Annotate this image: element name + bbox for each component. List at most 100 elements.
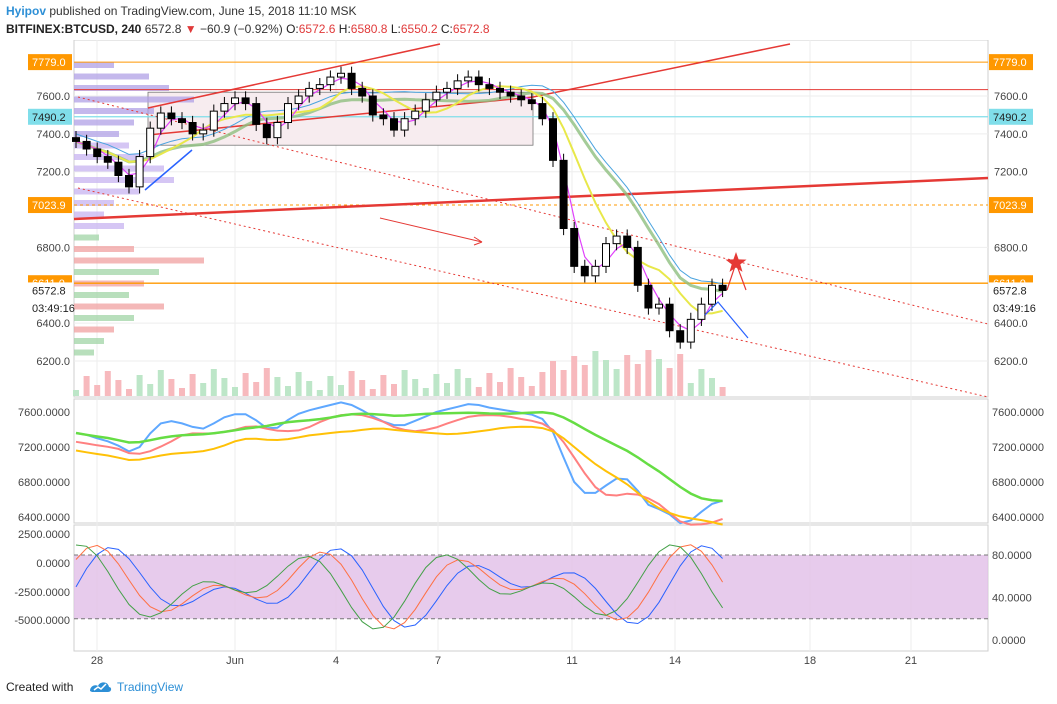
volume-profile-bar <box>74 326 114 333</box>
candle <box>559 159 568 229</box>
volume-bar <box>698 369 705 396</box>
price-tick-right: 7400.0 <box>994 129 1028 141</box>
ohlc-line: BITFINEX:BTCUSD, 240 6572.8 ▼ −60.9 (−0.… <box>6 22 490 36</box>
candle <box>72 137 80 142</box>
volume-bar <box>486 373 493 396</box>
candle <box>453 80 462 89</box>
close-value: 6572.8 <box>452 22 490 36</box>
candle <box>294 95 303 105</box>
price-tag-right-text: 7023.9 <box>993 200 1027 212</box>
volume-profile-bar <box>74 338 104 344</box>
candle <box>103 156 112 163</box>
volume-bar <box>422 388 429 396</box>
volume-bar <box>316 390 323 396</box>
candle <box>231 97 239 105</box>
volume-bar <box>709 378 715 396</box>
volume-profile-bar <box>74 85 169 91</box>
price-tick-left: 7400.0 <box>36 129 70 141</box>
volume-bar <box>444 383 450 396</box>
candle <box>464 76 473 82</box>
candle <box>400 118 409 131</box>
chart-canvas[interactable]: 6200.0 6200.0 6400.0 6400.0 6800.0 6800.0 7200… <box>0 40 1057 672</box>
date-tick: 21 <box>905 655 917 667</box>
date-tick: 11 <box>566 655 577 667</box>
price-tag-left-text: 7490.2 <box>32 112 66 124</box>
volume-bar <box>274 377 281 396</box>
change-value: −60.9 (−0.92%) <box>199 22 283 36</box>
price-tick-right: 7200.0 <box>994 167 1028 179</box>
target-star-icon <box>725 252 747 272</box>
volume-bar <box>687 383 694 396</box>
osc-tick-left: 2500.0000 <box>18 529 70 541</box>
volume-bar <box>645 350 652 396</box>
tradingview-logo-icon[interactable] <box>88 678 112 694</box>
price-tag-left-text: 7779.0 <box>32 57 66 69</box>
candle <box>527 99 536 105</box>
candle <box>368 95 377 116</box>
candle <box>474 76 483 86</box>
volume-bar <box>613 369 620 396</box>
candle <box>686 318 695 343</box>
candle <box>602 243 610 267</box>
candle <box>315 84 324 89</box>
ma-tick-right: 6800.0000 <box>992 477 1044 489</box>
candle <box>390 118 398 131</box>
candle <box>421 99 430 112</box>
volume-bar <box>73 390 79 396</box>
candle <box>167 112 176 120</box>
price-tick-right: 6800.0 <box>994 242 1028 254</box>
volume-profile-bar <box>74 96 194 103</box>
candle <box>655 303 663 309</box>
volume-profile-bar <box>74 303 164 310</box>
author-link[interactable]: Hyipov <box>6 4 47 18</box>
candle <box>156 112 165 129</box>
candle <box>644 284 653 309</box>
volume-bar <box>126 389 132 396</box>
volume-bar <box>168 379 175 396</box>
candle <box>337 72 345 78</box>
price-tag-right <box>989 197 1033 214</box>
volume-bar <box>136 375 143 396</box>
volume-bar <box>624 355 631 396</box>
volume-bar <box>285 386 291 396</box>
price-tick-left: 7600.0 <box>36 91 70 103</box>
candle <box>570 228 579 267</box>
symbol-label[interactable]: BITFINEX:BTCUSD, 240 <box>6 22 142 36</box>
candle <box>517 95 526 101</box>
volume-bar <box>719 387 726 396</box>
osc-tick-right: 0.0000 <box>992 635 1026 647</box>
candle <box>718 284 727 291</box>
volume-bar <box>157 370 164 396</box>
price-tag-right <box>989 300 1033 316</box>
candle <box>347 72 356 89</box>
ma-tick-right: 6400.0000 <box>992 512 1044 524</box>
volume-bar <box>465 378 472 396</box>
oscillator-line <box>75 545 723 628</box>
candle <box>697 303 706 320</box>
osc-tick-left: 0.0000 <box>36 558 70 570</box>
volume-bar <box>656 359 662 396</box>
volume-bar <box>348 371 355 396</box>
price-tag-right <box>989 282 1033 299</box>
candle <box>125 175 133 188</box>
candle <box>708 284 716 305</box>
volume-bar <box>179 388 185 396</box>
ma-panel-line <box>75 425 723 526</box>
volume-bar <box>200 383 207 396</box>
volume-bar <box>327 376 334 396</box>
volume-bar <box>83 376 90 396</box>
candle <box>580 265 589 277</box>
candle <box>538 103 547 120</box>
price-tag-left <box>28 282 72 299</box>
volume-bar <box>391 384 397 396</box>
price-tag-left <box>28 108 72 125</box>
channel-upper-2 <box>532 43 791 98</box>
tradingview-brand-link[interactable]: TradingView <box>117 680 184 694</box>
price-tag-left-text: 6572.8 <box>32 285 66 297</box>
ma-slow <box>75 91 723 293</box>
volume-profile-bar <box>74 177 174 183</box>
volume-profile-bar <box>74 200 114 206</box>
created-with-label: Created with <box>6 680 74 694</box>
osc-tick-right: 40.0000 <box>992 593 1032 605</box>
volume-bar <box>433 374 440 396</box>
